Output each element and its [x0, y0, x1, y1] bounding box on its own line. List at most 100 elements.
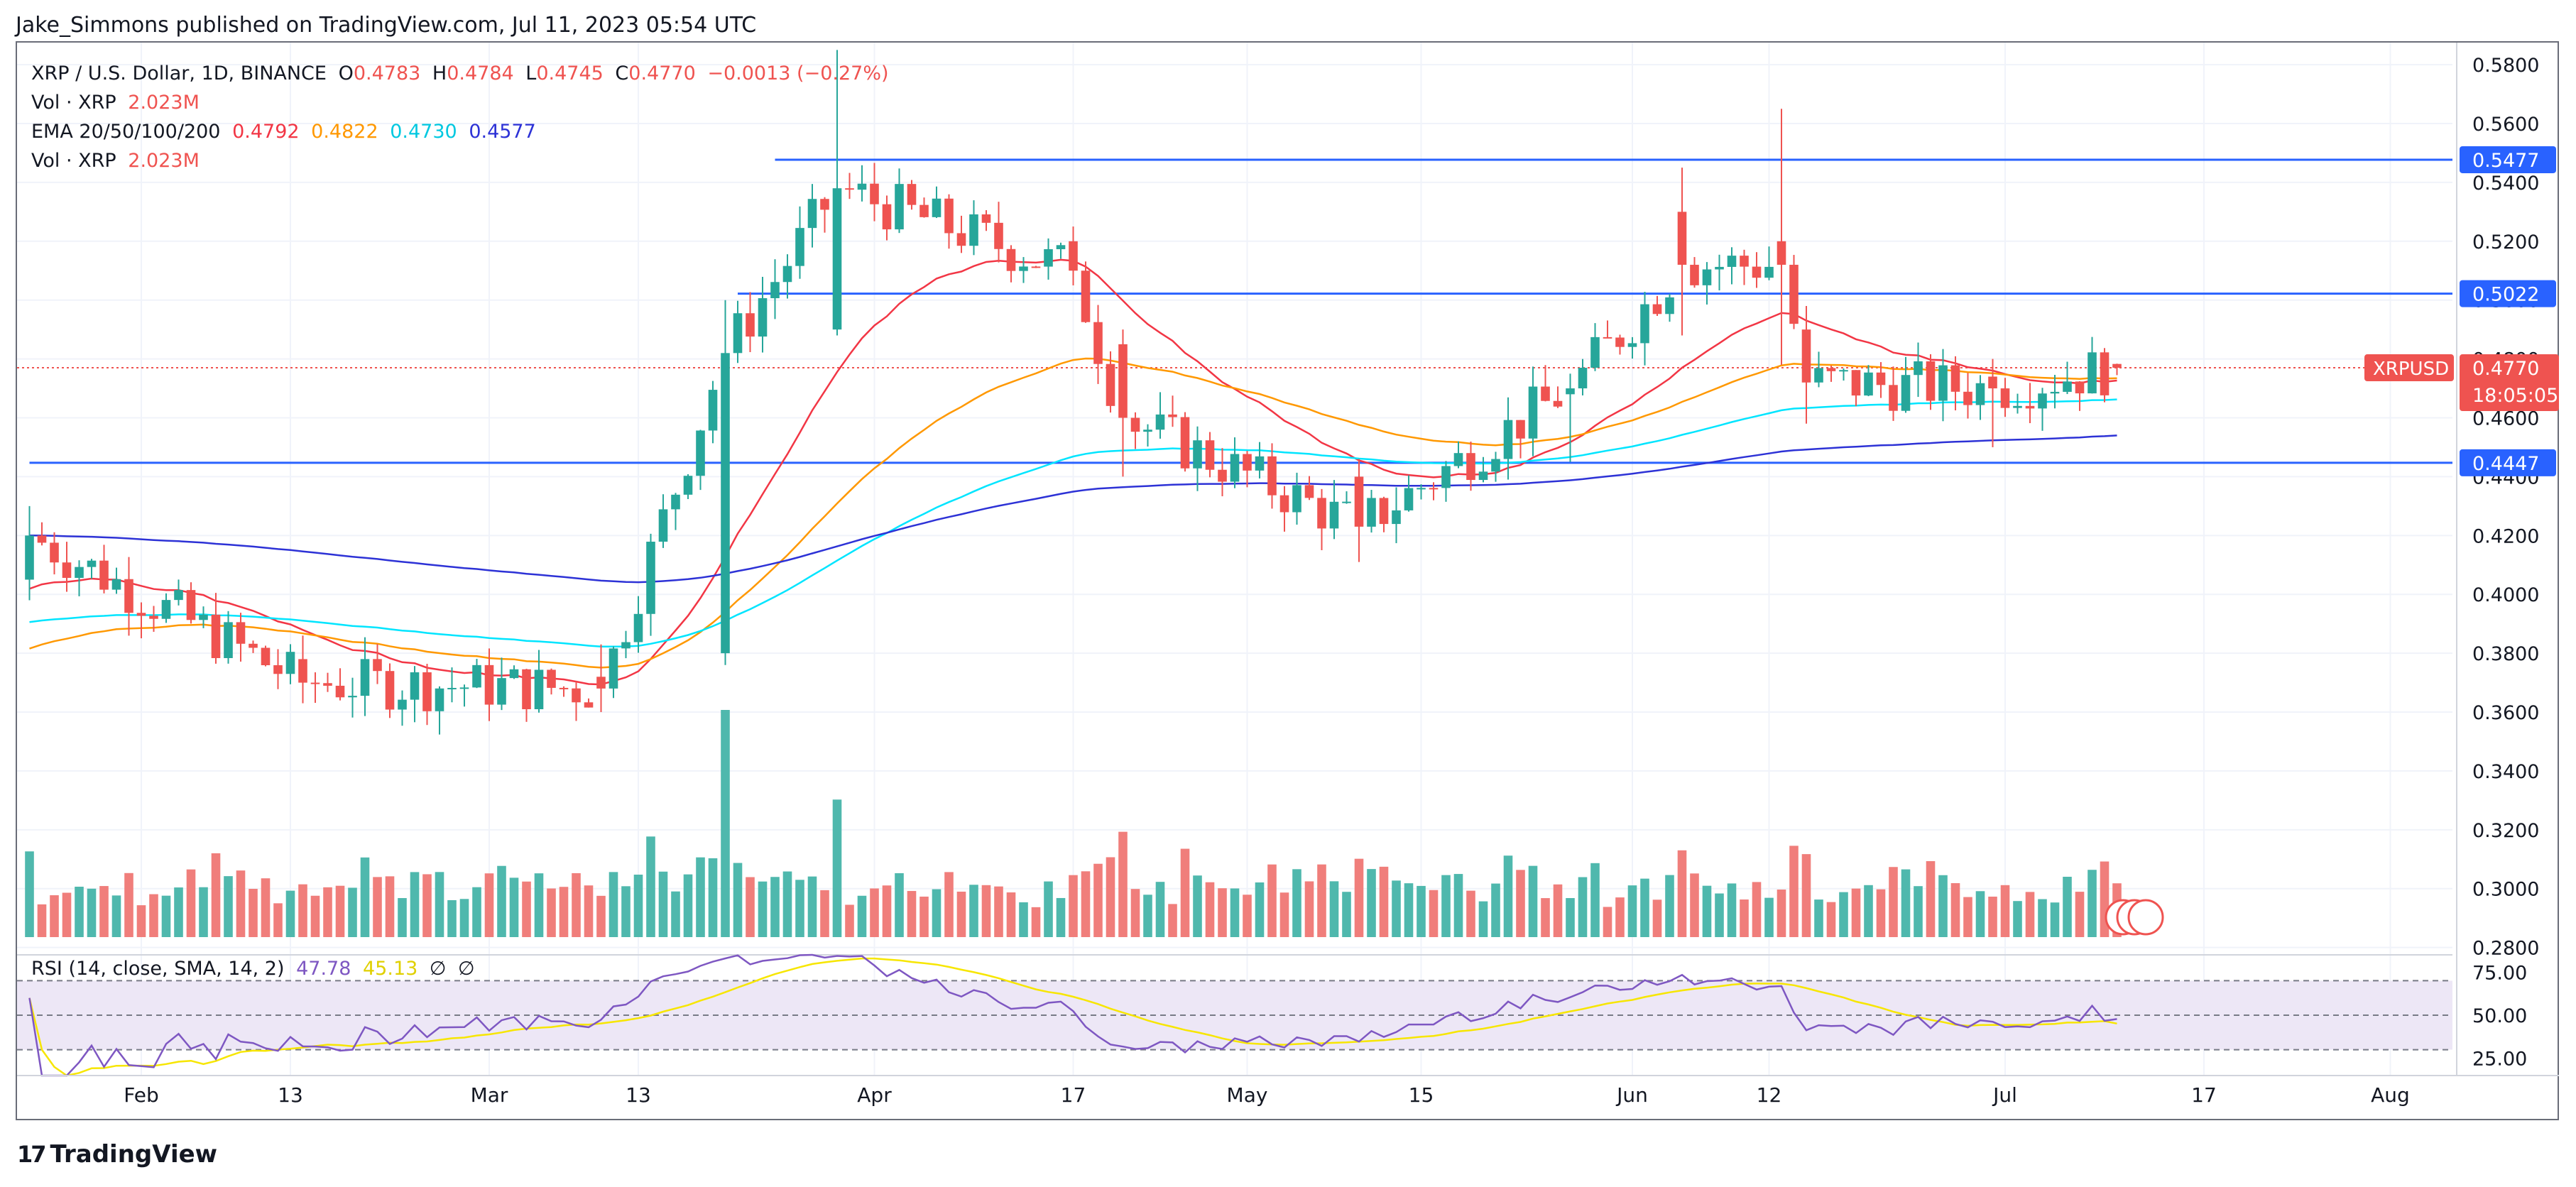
price-axis-label: 0.4200	[2472, 525, 2539, 547]
candle	[596, 644, 606, 713]
volume-bar	[2000, 885, 2010, 937]
price-axis-label: 0.4000	[2472, 584, 2539, 606]
candle-body	[1342, 501, 1351, 503]
candle-body	[1044, 249, 1053, 267]
candle-body	[1690, 264, 1699, 285]
candle-body	[1764, 266, 1774, 278]
candle-body	[2100, 352, 2110, 395]
volume-bar	[882, 885, 892, 937]
candle	[50, 532, 59, 575]
candle-body	[608, 648, 618, 689]
volume-bar	[1553, 884, 1563, 937]
rsi-axis: 75.00 50.00 25.00	[2472, 962, 2527, 1070]
volume-bar	[1255, 882, 1265, 937]
legend-symbol[interactable]: XRP / U.S. Dollar, 1D, BINANCE	[31, 62, 327, 84]
legend-low: 0.4745	[536, 62, 604, 84]
legend-volume2-label[interactable]: Vol · XRP	[31, 150, 116, 172]
rsi-axis-label: 25.00	[2472, 1049, 2527, 1071]
legend-open-label: O	[338, 62, 354, 84]
candle-body	[708, 390, 718, 431]
candle	[1615, 334, 1625, 355]
legend-volume-value: 2.023M	[128, 92, 200, 114]
candle	[348, 677, 357, 718]
candle	[398, 690, 407, 726]
candle	[572, 681, 581, 721]
volume-bar	[1914, 886, 1923, 937]
volume-bar	[1889, 867, 1898, 937]
candle	[2075, 381, 2085, 411]
candle-body	[1988, 376, 1997, 389]
candle-body	[1715, 266, 1724, 270]
candle	[1975, 375, 1985, 420]
volume-bar	[509, 877, 519, 937]
volume-bar	[857, 895, 867, 937]
candle	[857, 165, 867, 202]
candle-body	[360, 659, 370, 696]
candle	[310, 672, 320, 704]
candle-body	[1839, 370, 1848, 372]
candle-body	[199, 614, 208, 620]
candle-body	[236, 622, 246, 644]
last-price-tag-bg	[2460, 354, 2559, 412]
candle	[249, 640, 258, 653]
volume-bar	[1453, 874, 1463, 937]
chart-frame[interactable]	[16, 41, 2559, 1120]
candle	[1926, 354, 1936, 410]
candle	[547, 668, 556, 695]
candle-body	[1541, 386, 1550, 401]
volume-bar	[25, 851, 34, 937]
candle-body	[1926, 361, 1936, 401]
candle	[1640, 292, 1649, 366]
legend-rsi-label[interactable]: RSI (14, close, SMA, 14, 2)	[31, 958, 285, 980]
volume-bar	[845, 904, 854, 937]
candle-body	[2025, 405, 2035, 409]
candle	[373, 644, 382, 684]
volume-bar	[62, 892, 72, 937]
candle	[459, 684, 469, 707]
candle	[1392, 487, 1401, 544]
candle-body	[1317, 498, 1326, 529]
candle-body	[919, 204, 929, 217]
time-axis-label: 12	[1757, 1083, 1782, 1107]
candle-body	[969, 214, 978, 246]
volume-bar	[1665, 875, 1674, 937]
volume-bar	[1764, 897, 1774, 937]
candle-body	[932, 198, 942, 217]
volume-bar	[1727, 883, 1737, 937]
volume-bar	[522, 881, 531, 937]
candle	[1304, 476, 1314, 500]
price-axis-label: 0.3200	[2472, 820, 2539, 842]
volume-bar	[1615, 897, 1625, 937]
volume-bar	[1789, 846, 1799, 937]
candle	[1279, 486, 1289, 532]
candle	[236, 613, 246, 662]
candle	[484, 648, 494, 721]
candle-body	[795, 228, 804, 266]
candle	[1590, 323, 1600, 371]
tradingview-logo[interactable]: 17 TradingView	[17, 1140, 217, 1169]
ema100-line	[29, 398, 2117, 648]
candle	[1205, 432, 1215, 478]
candle	[1292, 472, 1301, 525]
candle	[2038, 388, 2047, 431]
volume-bar	[360, 857, 370, 937]
volume-bar	[1938, 875, 1948, 937]
legend-volume-label[interactable]: Vol · XRP	[31, 92, 116, 114]
legend-ema-row: EMA 20/50/100/200 0.4792 0.4822 0.4730 0…	[31, 121, 542, 143]
candle	[422, 664, 432, 726]
legend-ema-label[interactable]: EMA 20/50/100/200	[31, 121, 221, 143]
legend-ema100-value: 0.4730	[390, 121, 457, 143]
candle	[1988, 359, 1997, 447]
candle	[161, 593, 171, 623]
candle	[919, 197, 929, 218]
tradingview-logo-icon: 17	[17, 1141, 46, 1168]
volume-bar	[969, 885, 978, 937]
candle	[1839, 368, 1848, 381]
volume-bar	[224, 876, 233, 937]
legend-close-label: C	[615, 62, 629, 84]
volume-bar	[1503, 855, 1513, 937]
volume-bar	[273, 903, 283, 937]
candle	[174, 579, 183, 606]
candle	[584, 698, 594, 708]
